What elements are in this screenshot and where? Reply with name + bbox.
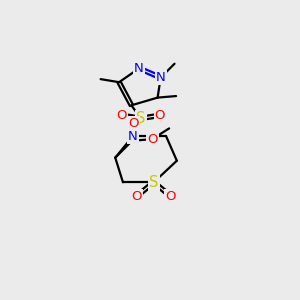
Text: O: O: [116, 109, 127, 122]
Text: S: S: [149, 175, 158, 190]
Text: N: N: [156, 71, 166, 84]
Text: O: O: [155, 109, 165, 122]
Text: N: N: [128, 130, 138, 142]
Text: S: S: [136, 111, 145, 126]
Text: N: N: [134, 62, 144, 75]
Text: O: O: [128, 117, 139, 130]
Text: O: O: [165, 190, 176, 203]
Text: O: O: [147, 133, 158, 146]
Text: O: O: [132, 190, 142, 203]
